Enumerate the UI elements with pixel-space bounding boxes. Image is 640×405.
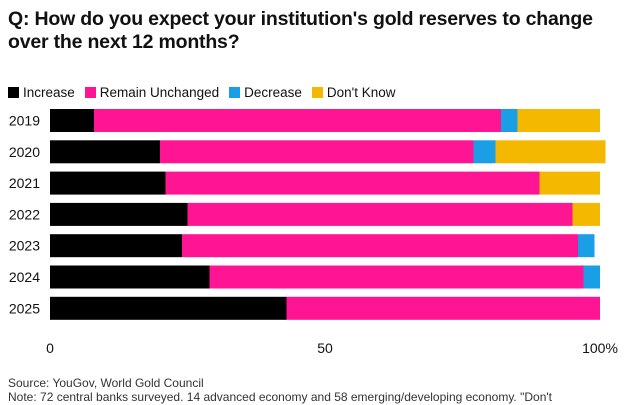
bar-2019-increase	[50, 109, 94, 132]
bar-2022-remain-unchanged	[187, 202, 573, 226]
category-label: 2021	[9, 175, 40, 191]
category-label: 2019	[9, 113, 40, 129]
legend-swatch	[311, 86, 323, 98]
legend-label: Decrease	[244, 84, 302, 100]
bar-2023-increase	[50, 234, 182, 258]
legend-label: Remain Unchanged	[99, 84, 220, 100]
source-note: Source: YouGov, World Gold Council Note:…	[8, 376, 640, 404]
bar-2025-increase	[50, 296, 287, 320]
bar-2022-don-t-know	[572, 202, 600, 226]
x-tick-label: 100%	[582, 340, 618, 356]
legend: Increase Remain Unchanged Decrease Don't Kn…	[8, 84, 406, 100]
legend-item-increase: Increase	[8, 85, 75, 100]
bar-2020-decrease	[473, 140, 496, 164]
x-tick-label: 0	[46, 340, 54, 356]
category-label: 2023	[9, 238, 40, 254]
bar-2020-remain-unchanged	[160, 140, 474, 164]
bar-2021-don-t-know	[539, 171, 600, 195]
bar-2024-remain-unchanged	[209, 265, 584, 289]
bar-2024-increase	[50, 265, 210, 289]
legend-swatch	[229, 86, 241, 98]
bar-2019-decrease	[501, 109, 518, 132]
bar-2024-decrease	[583, 265, 600, 289]
chart-title: Q: How do you expect your institution's …	[8, 8, 593, 53]
bar-2023-remain-unchanged	[182, 234, 578, 258]
note-line: Note: 72 central banks surveyed. 14 adva…	[8, 390, 552, 404]
legend-label: Increase	[23, 84, 75, 100]
legend-item-don-t-know: Don't Know	[311, 84, 396, 100]
source-line: Source: YouGov, World Gold Council	[8, 376, 204, 390]
bar-2020-increase	[50, 140, 160, 164]
category-label: 2022	[9, 206, 40, 222]
bar-2022-increase	[50, 202, 188, 226]
category-label: 2020	[9, 144, 40, 160]
bar-2019-don-t-know	[517, 109, 600, 132]
bar-2019-remain-unchanged	[94, 109, 501, 132]
legend-swatch	[8, 86, 19, 98]
bar-2025-remain-unchanged	[286, 296, 600, 320]
legend-swatch	[84, 86, 96, 98]
legend-label: Don't Know	[326, 84, 396, 100]
category-label: 2025	[9, 300, 40, 316]
x-tick-label: 50	[317, 340, 333, 356]
category-label: 2024	[9, 269, 40, 285]
bar-2023-decrease	[578, 234, 595, 258]
legend-item-remain-unchanged: Remain Unchanged	[84, 84, 220, 100]
legend-item-decrease: Decrease	[229, 85, 302, 100]
bar-2021-increase	[50, 171, 166, 195]
bar-2021-remain-unchanged	[165, 171, 540, 195]
bar-2020-don-t-know	[495, 140, 606, 164]
